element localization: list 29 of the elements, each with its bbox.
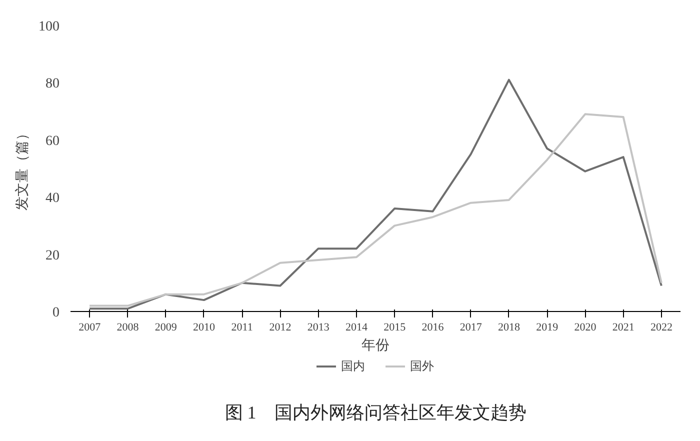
x-tick-label: 2022 xyxy=(650,322,672,334)
y-axis-title: 发文量（篇） xyxy=(14,126,30,210)
legend-label: 国外 xyxy=(410,358,434,374)
line-series xyxy=(88,78,662,310)
x-tick-label: 2017 xyxy=(460,322,482,334)
y-tick-label: 20 xyxy=(46,248,60,264)
x-tick-label: 2015 xyxy=(384,322,406,334)
x-tick-label: 2020 xyxy=(574,322,597,334)
y-tick-label: 60 xyxy=(46,134,60,149)
text: 图 1 国内外网络问答社区年发文趋势 xyxy=(224,402,526,422)
line-series xyxy=(88,113,662,307)
x-tick-label: 2016 xyxy=(422,322,444,334)
x-tick-label: 2011 xyxy=(231,322,253,334)
x-tick-label: 2007 xyxy=(78,322,102,334)
x-tick-label: 2013 xyxy=(307,322,330,334)
x-tick-label: 2009 xyxy=(154,322,178,334)
legend-label: 国内 xyxy=(341,358,365,374)
x-tick-label: 2014 xyxy=(345,322,368,334)
y-tick-label: 40 xyxy=(46,191,60,206)
y-tick-label: 100 xyxy=(38,20,60,34)
x-tick-label: 2021 xyxy=(612,322,634,334)
y-tick-label: 0 xyxy=(52,306,60,320)
y-tick-label: 80 xyxy=(46,76,60,92)
x-tick-label: 2012 xyxy=(269,322,292,334)
x-tick-label: 2010 xyxy=(192,322,216,334)
x-tick-label: 2019 xyxy=(536,322,559,334)
x-tick-label: 2018 xyxy=(498,322,520,334)
x-axis-title: 年份 xyxy=(362,338,390,354)
x-tick-label: 2008 xyxy=(116,322,140,334)
